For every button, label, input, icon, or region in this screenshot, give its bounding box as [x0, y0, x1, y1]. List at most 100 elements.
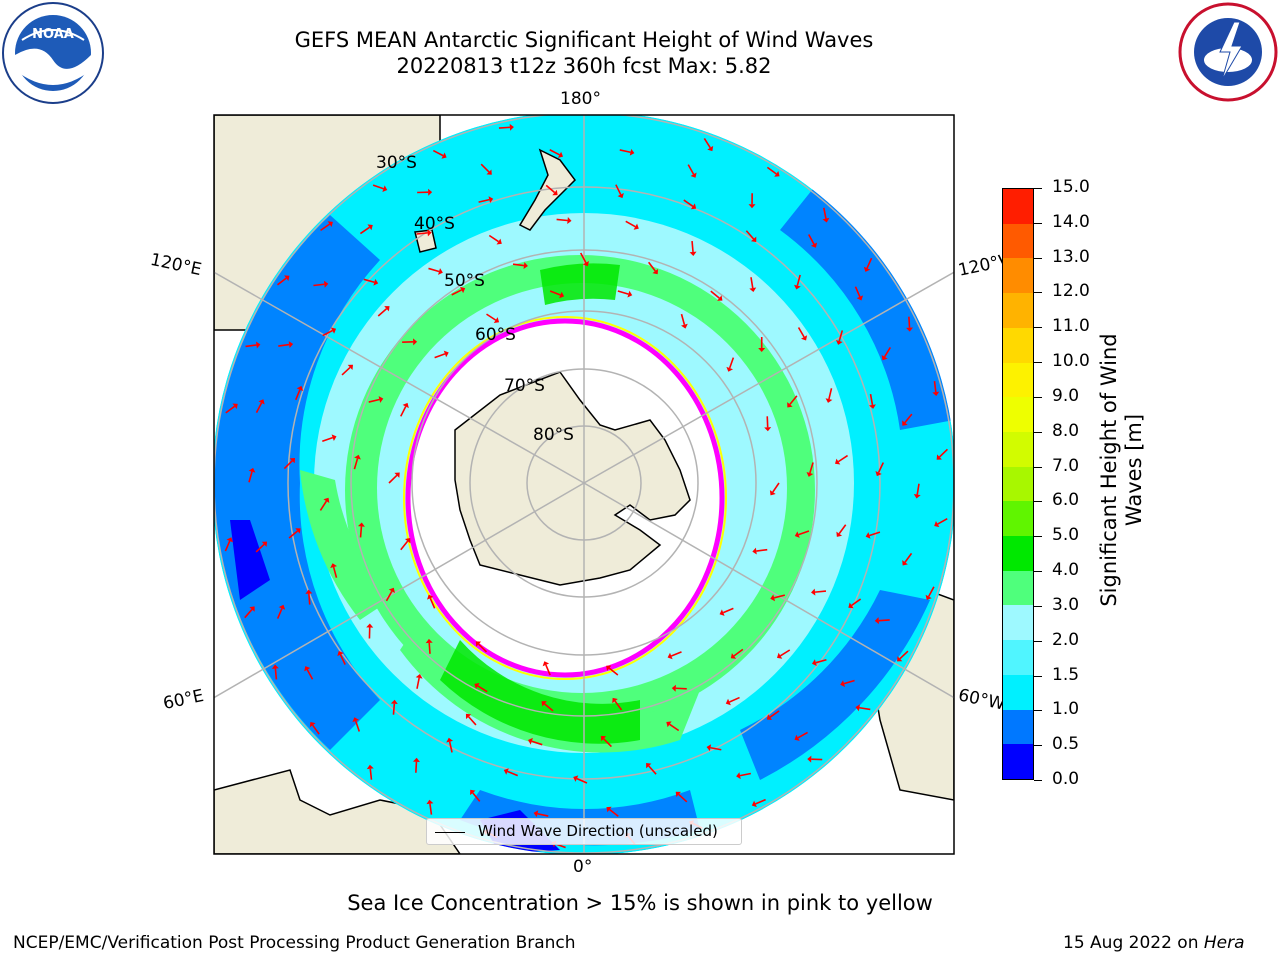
wave-arrow-head	[707, 145, 714, 152]
wave-arrow-head	[438, 268, 443, 275]
wave-arrow-shaft	[773, 594, 786, 599]
wave-arrow-shaft	[244, 608, 253, 619]
wave-arrow-head	[666, 721, 672, 728]
wave-arrow-shaft	[468, 716, 477, 726]
wave-arrow-shaft	[274, 668, 278, 680]
wave-arrow-head	[881, 354, 888, 361]
wave-arrow-shaft	[320, 223, 331, 232]
wave-arrow-head	[559, 291, 565, 299]
wave-arrow-head	[836, 531, 843, 537]
wave-arrow-head	[874, 617, 879, 625]
colorbar-segment	[1003, 605, 1033, 641]
wave-arrow-shaft	[877, 462, 885, 473]
wave-arrow-head	[382, 185, 388, 193]
wave-arrow-shaft	[255, 543, 265, 553]
wave-arrow-shaft	[480, 163, 490, 173]
wave-arrow-head	[232, 403, 238, 410]
wave-arrow-shaft	[392, 703, 396, 715]
colorbar-segment	[1003, 327, 1033, 363]
wave-arrow-head	[600, 735, 607, 742]
lat-label-80s: 80°S	[533, 425, 574, 445]
wave-arrow-shaft	[678, 793, 688, 803]
wave-arrow-shaft	[615, 184, 622, 195]
wave-arrow-shaft	[733, 648, 744, 657]
wave-arrow-head	[352, 717, 360, 723]
wave-arrow-head	[394, 472, 400, 478]
wave-arrow-head	[390, 699, 398, 705]
colorbar-tick-label: 12.0	[1052, 281, 1090, 302]
wave-arrow-head	[226, 537, 233, 543]
lat-label-50s: 50°S	[444, 271, 485, 291]
wave-arrow-head	[934, 521, 940, 528]
wave-arrow-head	[807, 755, 812, 763]
wave-arrow-shaft	[838, 330, 844, 342]
wave-arrow-head	[825, 398, 833, 403]
legend-label: Wind Wave Direction (unscaled)	[478, 822, 718, 840]
wave-arrow-head	[493, 317, 500, 324]
wave-arrow-head	[582, 261, 589, 267]
wave-arrow-head	[427, 594, 434, 600]
wave-arrow-shaft	[416, 232, 428, 235]
wave-arrow-shaft	[703, 137, 711, 149]
wave-arrow-shaft	[359, 226, 370, 235]
wave-arrow-head	[612, 697, 618, 704]
wave-arrow-head	[289, 457, 296, 464]
tasmania-land	[414, 229, 437, 253]
colorbar-tick-label: 1.0	[1052, 699, 1080, 720]
wave-arrow-head	[810, 242, 818, 248]
wave-arrow-head	[902, 560, 908, 566]
wave-arrow-shaft	[789, 395, 798, 405]
wave-arrow-head	[404, 538, 411, 544]
wave-arrow-shaft	[556, 218, 568, 222]
colorbar-tick-label: 11.0	[1052, 316, 1090, 337]
colorbar-segment	[1003, 431, 1033, 467]
wave-arrow-shaft	[614, 700, 623, 711]
wave-arrow-shaft	[904, 413, 913, 424]
map-legend: Wind Wave Direction (unscaled)	[426, 818, 742, 845]
colorbar-segment	[1003, 640, 1033, 675]
wave-arrow-shaft	[312, 724, 320, 735]
wave-arrow-head	[354, 454, 361, 460]
wave-arrow-shaft	[933, 381, 937, 393]
wave-arrow-head	[552, 189, 558, 196]
wave-arrow-shaft	[255, 402, 263, 413]
wave-arrow-shaft	[579, 252, 587, 264]
wave-arrow-head	[475, 641, 482, 647]
wave-arrow-shaft	[683, 199, 694, 207]
wave-arrow-shaft	[283, 460, 293, 470]
colorbar	[1002, 188, 1034, 780]
wave-arrow-shaft	[619, 149, 631, 154]
wave-arrow-shaft	[313, 283, 325, 287]
wave-arrow-shaft	[434, 353, 446, 359]
svg-text:NOAA: NOAA	[32, 27, 74, 42]
colorbar-tick	[1034, 640, 1042, 642]
wave-arrow-shaft	[363, 278, 375, 284]
wave-arrow-shaft	[796, 274, 801, 286]
colorbar-tick	[1034, 431, 1042, 433]
wave-arrow-shaft	[537, 812, 549, 817]
wave-arrow-shaft	[545, 664, 551, 676]
wave-arrow-head	[557, 151, 564, 158]
wave-arrow-shaft	[388, 474, 398, 484]
colorbar-tick-label: 0.5	[1052, 734, 1080, 755]
wave-arrow-head	[256, 341, 261, 349]
wave-arrow-shaft	[728, 357, 735, 369]
wave-arrow-head	[719, 609, 725, 616]
wave-arrow-shaft	[341, 366, 351, 376]
wave-arrow-shaft	[549, 149, 560, 156]
wave-arrow-shaft	[617, 290, 629, 295]
colorbar-segment	[1003, 223, 1033, 259]
wave-arrow-shaft	[225, 405, 236, 414]
wave-arrow-head	[533, 810, 539, 818]
wave-arrow-head	[811, 588, 816, 596]
wave-arrow-head	[258, 399, 265, 405]
lat-label-40s: 40°S	[414, 214, 455, 234]
wave-arrow-shaft	[478, 198, 490, 203]
wave-arrow-shaft	[432, 149, 444, 157]
wave-arrow-head	[367, 224, 373, 231]
wave-arrow-shaft	[319, 500, 328, 511]
wave-arrow-head	[330, 327, 337, 334]
wave-arrow-head	[296, 385, 304, 391]
africa-land	[214, 769, 461, 854]
wave-arrow-head	[646, 763, 652, 769]
